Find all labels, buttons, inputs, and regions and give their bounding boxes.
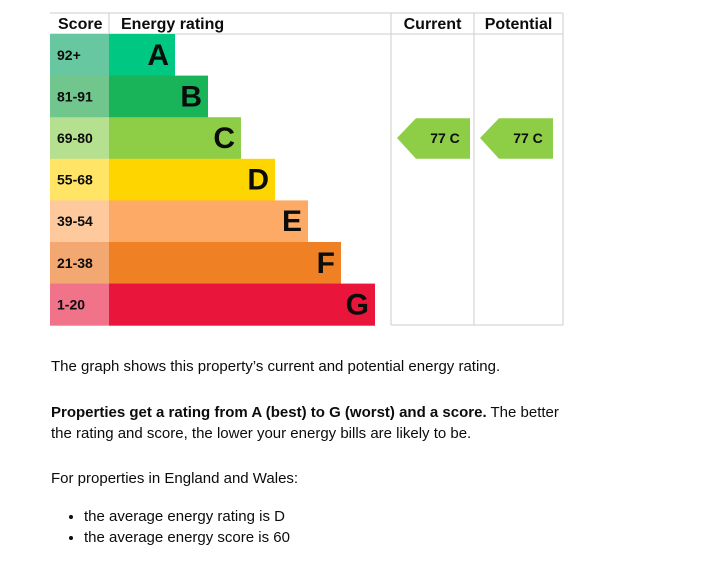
score-cell-B <box>50 75 109 118</box>
rating-bar-C <box>109 117 241 160</box>
rating-bar-F <box>109 242 341 285</box>
potential-arrow <box>480 118 553 159</box>
averages-list: the average energy rating is D the avera… <box>51 506 290 548</box>
current-header: Current <box>404 16 462 33</box>
rating-bar-G <box>109 283 375 326</box>
rating-explanation-bold: Properties get a rating from A (best) to… <box>51 404 487 421</box>
energy-rating-chart: Score Energy rating Current Potential 92+ A 81… <box>50 12 564 326</box>
current-rating-label: 77 C <box>430 130 460 146</box>
potential-header: Potential <box>485 16 553 33</box>
score-cell-G <box>50 283 109 326</box>
score-range-G: 1-20 <box>57 296 85 312</box>
score-cell-E <box>50 200 109 243</box>
rating-letter-B: B <box>180 80 202 113</box>
rating-explanation: Properties get a rating from A (best) to… <box>51 402 571 444</box>
intro-text: The graph shows this property’s current … <box>51 358 501 375</box>
rating-explanation-rest: The better the rating and score, the low… <box>51 404 559 442</box>
score-cell-D <box>50 158 109 201</box>
rating-letter-A: A <box>147 39 169 72</box>
potential-rating-label: 77 C <box>513 130 543 146</box>
rating-letter-F: F <box>317 247 335 280</box>
rating-letter-E: E <box>282 205 302 238</box>
energy-rating-header: Energy rating <box>121 16 224 33</box>
score-cell-A <box>50 34 109 77</box>
score-range-D: 55-68 <box>57 172 93 188</box>
score-range-B: 81-91 <box>57 88 93 104</box>
rating-letter-G: G <box>346 288 369 321</box>
score-header: Score <box>58 16 103 33</box>
rating-bar-A <box>109 34 175 77</box>
rating-letter-C: C <box>213 122 235 155</box>
score-cell-C <box>50 117 109 160</box>
rating-bar-B <box>109 75 208 118</box>
rating-letter-D: D <box>247 164 269 197</box>
score-range-A: 92+ <box>57 47 81 63</box>
rating-bar-E <box>109 200 308 243</box>
score-range-C: 69-80 <box>57 130 93 146</box>
current-arrow <box>397 118 470 159</box>
rating-bar-D <box>109 158 275 201</box>
list-item: the average energy rating is D <box>84 506 290 527</box>
score-range-F: 21-38 <box>57 255 93 271</box>
score-range-E: 39-54 <box>57 213 93 229</box>
score-cell-F <box>50 242 109 285</box>
list-item: the average energy score is 60 <box>84 527 290 548</box>
region-text: For properties in England and Wales: <box>51 470 299 487</box>
